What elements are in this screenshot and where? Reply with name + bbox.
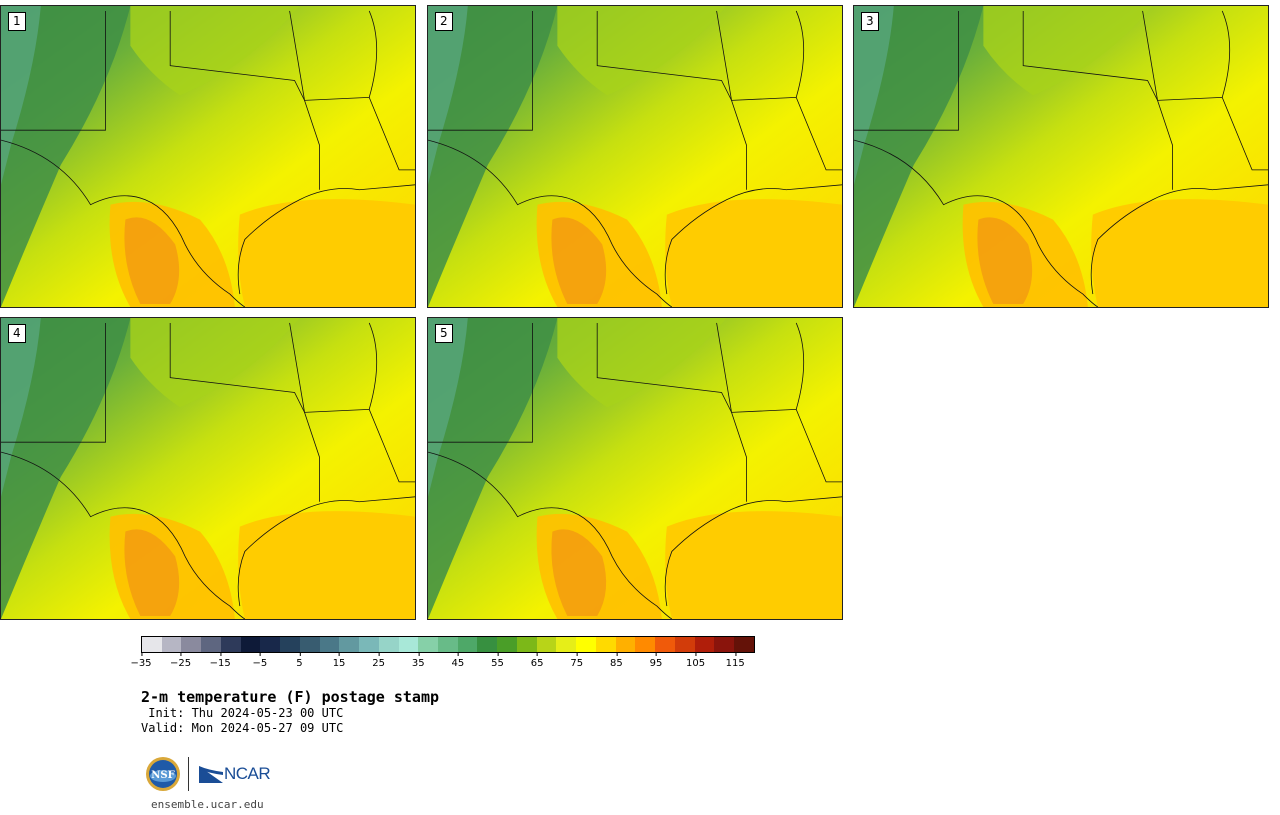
ncar-logo-icon xyxy=(199,766,223,783)
colorbar-tick-label: −15 xyxy=(210,652,231,669)
colorbar-swatch xyxy=(438,637,458,652)
colorbar-swatch xyxy=(280,637,300,652)
valid-time: Valid: Mon 2024-05-27 09 UTC xyxy=(141,721,344,735)
member-label: 1 xyxy=(8,12,26,31)
colorbar-swatch xyxy=(516,637,537,652)
colorbar-tick-label: 25 xyxy=(372,652,385,669)
member-label: 3 xyxy=(861,12,879,31)
colorbar-tick-label: 115 xyxy=(726,652,745,669)
title-block: 2-m temperature (F) postage stamp Init: … xyxy=(141,688,439,736)
colorbar-swatch xyxy=(655,637,675,652)
logos: NSF NCAR xyxy=(145,756,271,792)
colorbar-tick-label: 85 xyxy=(610,652,623,669)
colorbar-swatch xyxy=(734,637,754,652)
colorbar-swatch xyxy=(398,637,419,652)
ncar-logo-text: NCAR xyxy=(224,764,271,783)
temperature-map xyxy=(854,6,1268,307)
colorbar-swatch xyxy=(635,637,656,652)
colorbar-ticks: −35 −25 −15 −5 5 15 25 35 45 55 65 75 85 95 105 115 xyxy=(130,652,755,673)
colorbar-swatch xyxy=(556,637,577,652)
map-panel-4: 4 xyxy=(0,317,416,620)
colorbar-swatch xyxy=(220,637,241,652)
colorbar-swatch xyxy=(694,637,715,652)
colorbar-swatch xyxy=(201,637,221,652)
colorbar-tick-label: 15 xyxy=(333,652,345,669)
temperature-colorbar xyxy=(141,636,755,653)
colorbar-tick-label: −25 xyxy=(170,652,191,669)
colorbar-swatch xyxy=(536,637,557,652)
colorbar-swatch xyxy=(161,637,182,652)
colorbar-tick-label: 45 xyxy=(452,652,464,669)
logo-divider xyxy=(188,757,189,791)
colorbar-swatch xyxy=(674,637,695,652)
colorbar-swatch xyxy=(378,637,399,652)
colorbar-swatch xyxy=(299,637,320,652)
colorbar-tick-label: −35 xyxy=(130,652,152,669)
nsf-logo-icon: NSF xyxy=(146,757,180,791)
member-label: 2 xyxy=(435,12,453,31)
colorbar-swatch xyxy=(260,637,281,652)
colorbar-tick-label: 95 xyxy=(650,652,662,669)
colorbar-tick-label: 5 xyxy=(296,652,303,669)
colorbar-swatch xyxy=(615,637,636,652)
colorbar-swatch xyxy=(418,637,439,652)
chart-title: 2-m temperature (F) postage stamp xyxy=(141,688,440,706)
temperature-map xyxy=(428,6,842,307)
footer-url[interactable]: ensemble.ucar.edu xyxy=(151,798,264,811)
colorbar-tick-label: 35 xyxy=(412,652,425,669)
member-label: 4 xyxy=(8,324,26,343)
colorbar-swatch xyxy=(240,637,261,652)
nsf-logo-text: NSF xyxy=(151,770,174,781)
colorbar-tick-label: 55 xyxy=(491,652,504,669)
colorbar-swatch xyxy=(497,637,517,652)
init-time: Init: Thu 2024-05-23 00 UTC xyxy=(141,706,344,720)
temperature-map xyxy=(1,6,415,307)
colorbar-swatch xyxy=(181,637,202,652)
member-label: 5 xyxy=(435,324,453,343)
map-panel-3: 3 xyxy=(853,5,1269,308)
colorbar-swatch xyxy=(477,637,498,652)
colorbar-swatch xyxy=(319,637,340,652)
colorbar-swatch xyxy=(714,637,735,652)
colorbar-tick-label: 105 xyxy=(686,652,705,669)
map-panel-1: 1 xyxy=(0,5,416,308)
colorbar-swatch xyxy=(142,637,162,652)
map-panel-5: 5 xyxy=(427,317,843,620)
temperature-map xyxy=(1,318,415,619)
colorbar-tick-label: 75 xyxy=(570,652,583,669)
map-panel-2: 2 xyxy=(427,5,843,308)
colorbar-tick-label: 65 xyxy=(531,652,543,669)
colorbar-swatch xyxy=(595,637,616,652)
colorbar-swatch xyxy=(359,637,379,652)
colorbar-swatch xyxy=(457,637,478,652)
colorbar-swatch xyxy=(339,637,360,652)
colorbar-swatch xyxy=(576,637,596,652)
colorbar-tick-label: −5 xyxy=(252,652,267,669)
temperature-map xyxy=(428,318,842,619)
